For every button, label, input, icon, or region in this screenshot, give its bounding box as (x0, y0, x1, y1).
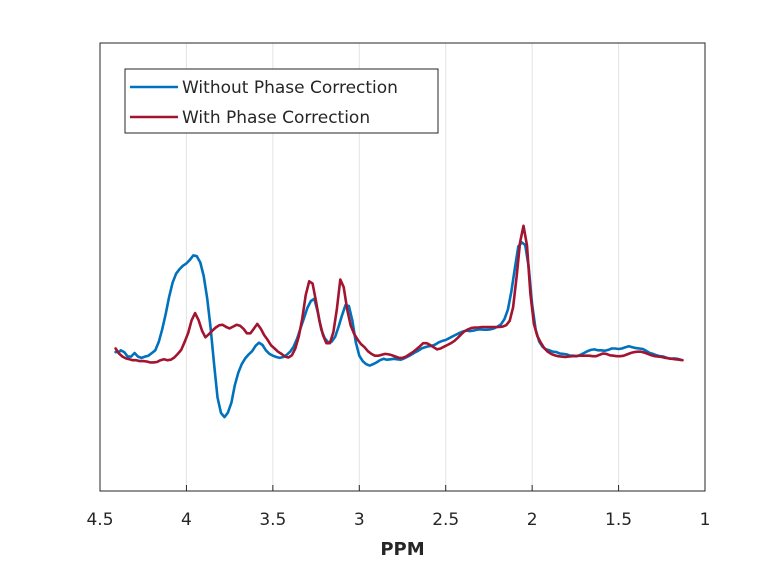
legend-label-1: Without Phase Correction (182, 78, 398, 98)
x-tick-label: 3 (354, 510, 365, 530)
x-tick-label: 1.5 (605, 510, 632, 530)
x-tick-label: 4 (181, 510, 192, 530)
series-line-2 (114, 224, 684, 364)
legend-box (124, 68, 439, 134)
x-axis: 4.5 4 3.5 3 2.5 2 1.5 1 (86, 485, 710, 530)
x-tick-label: 2 (527, 510, 538, 530)
x-tick-label: 2.5 (432, 510, 459, 530)
x-tick-label: 4.5 (86, 510, 113, 530)
series-line-1 (114, 241, 683, 419)
x-tick-label: 1 (700, 510, 711, 530)
legend: Without Phase Correction With Phase Corre… (124, 68, 439, 134)
plot-series (114, 224, 684, 419)
plot-frame (99, 42, 706, 492)
x-axis-title: PPM (380, 539, 424, 560)
legend-label-2: With Phase Correction (182, 108, 370, 128)
x-tick-label: 3.5 (259, 510, 286, 530)
